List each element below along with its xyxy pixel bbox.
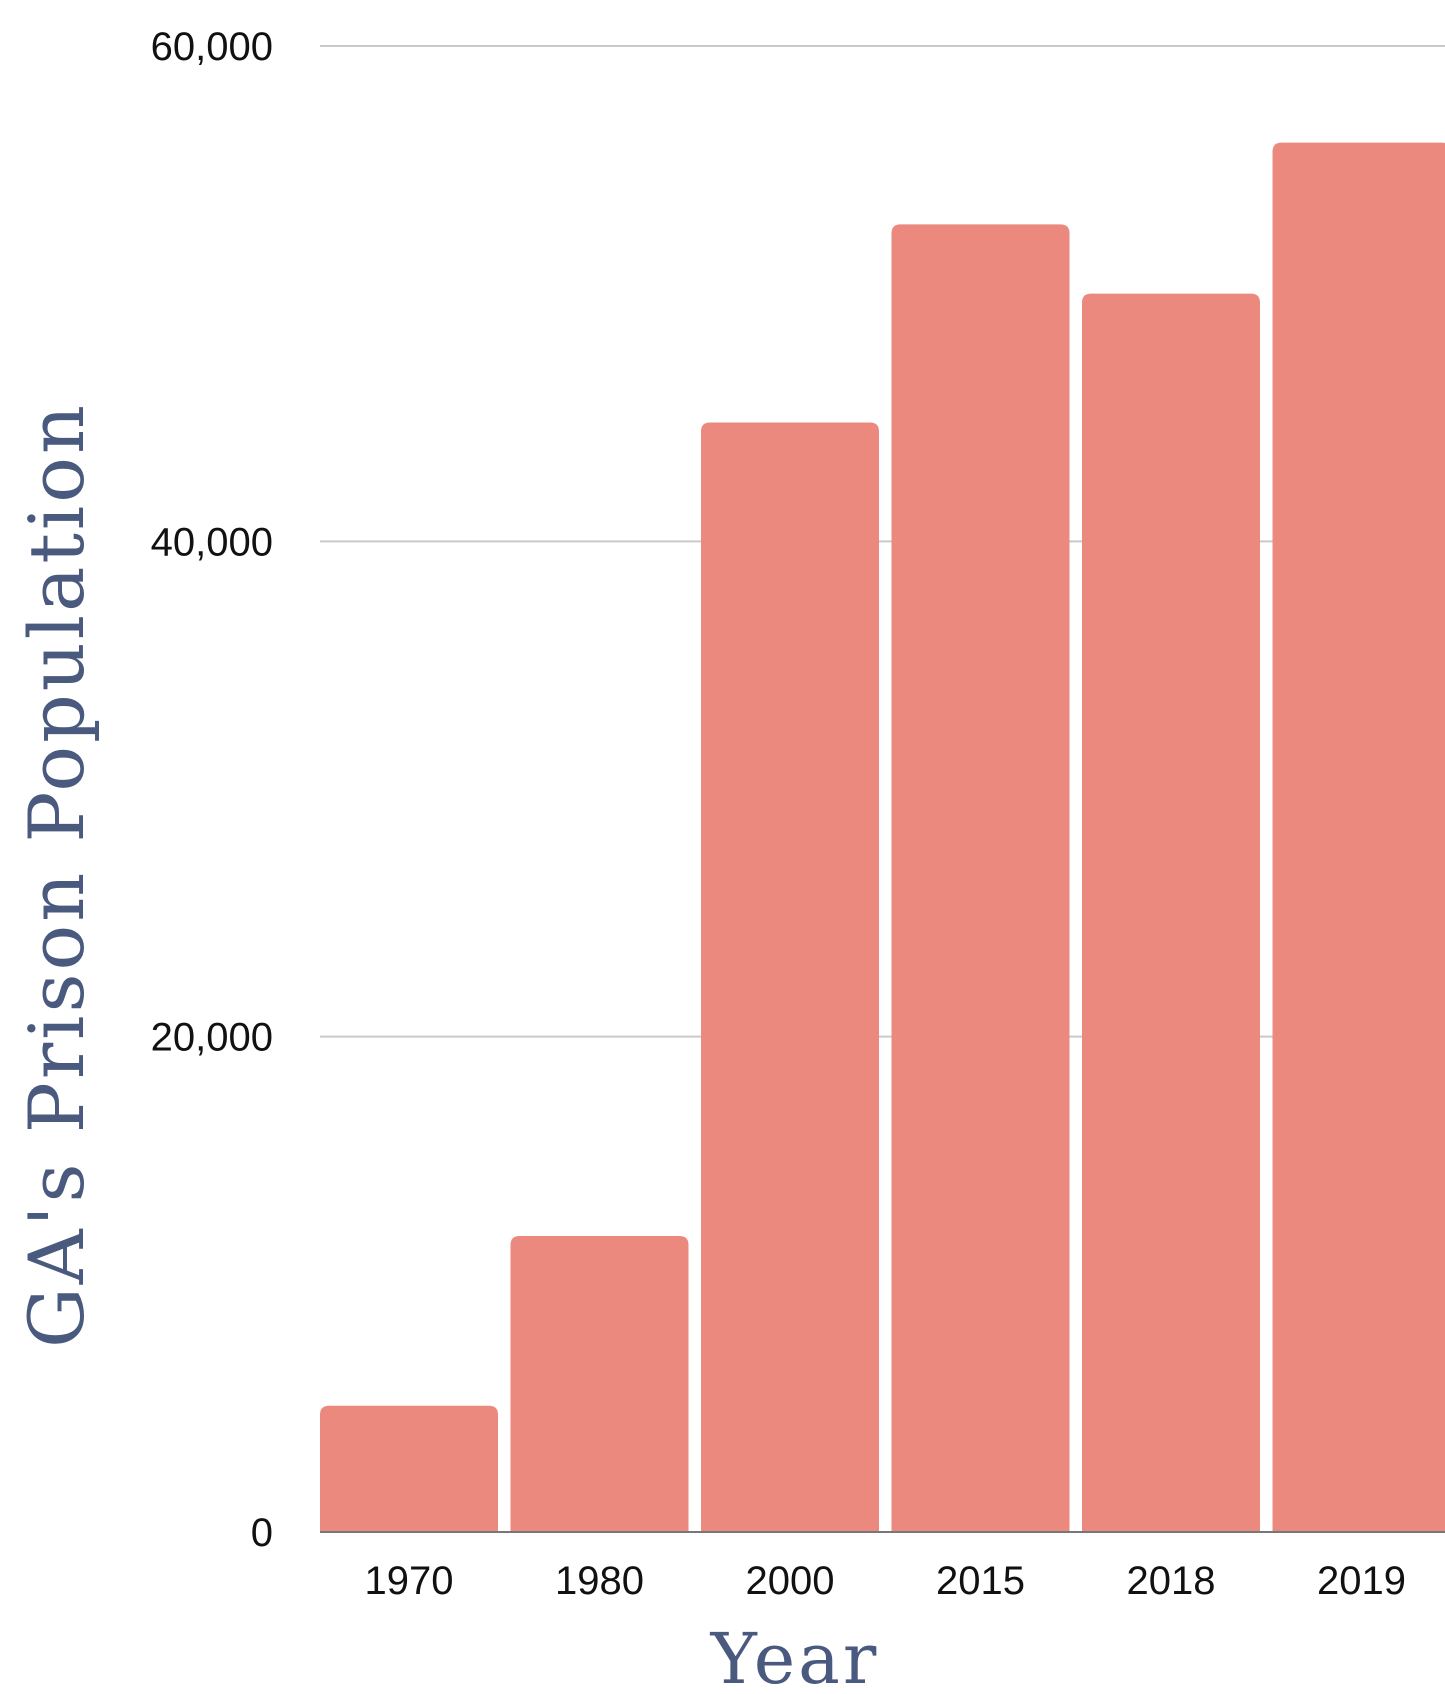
bars [320, 142, 1445, 1533]
y-tick-label: 0 [251, 1511, 273, 1555]
bar-2019 [1272, 142, 1445, 1532]
y-tick-label: 20,000 [151, 1016, 273, 1060]
x-tick-label: 2018 [1127, 1559, 1216, 1603]
x-tick-label: 2019 [1317, 1559, 1406, 1603]
x-axis-tick-labels: 1970 1980 2000 2015 2018 2019 [365, 1559, 1406, 1603]
x-tick-label: 2015 [936, 1559, 1025, 1603]
bar-1980 [510, 1236, 689, 1532]
bar-2000 [701, 422, 879, 1532]
y-tick-label: 40,000 [151, 520, 273, 564]
x-tick-label: 1970 [365, 1559, 454, 1603]
y-axis-title: GA's Prison Population [12, 402, 101, 1348]
y-tick-label: 60,000 [151, 25, 273, 69]
x-tick-label: 2000 [746, 1559, 835, 1603]
x-tick-label: 1980 [555, 1559, 644, 1603]
bar-2018 [1082, 293, 1260, 1533]
bar-2015 [891, 224, 1070, 1532]
y-axis-tick-labels: 0 20,000 40,000 60,000 [151, 25, 273, 1555]
x-axis-title: Year [710, 1618, 880, 1694]
bar-1970 [320, 1405, 498, 1532]
